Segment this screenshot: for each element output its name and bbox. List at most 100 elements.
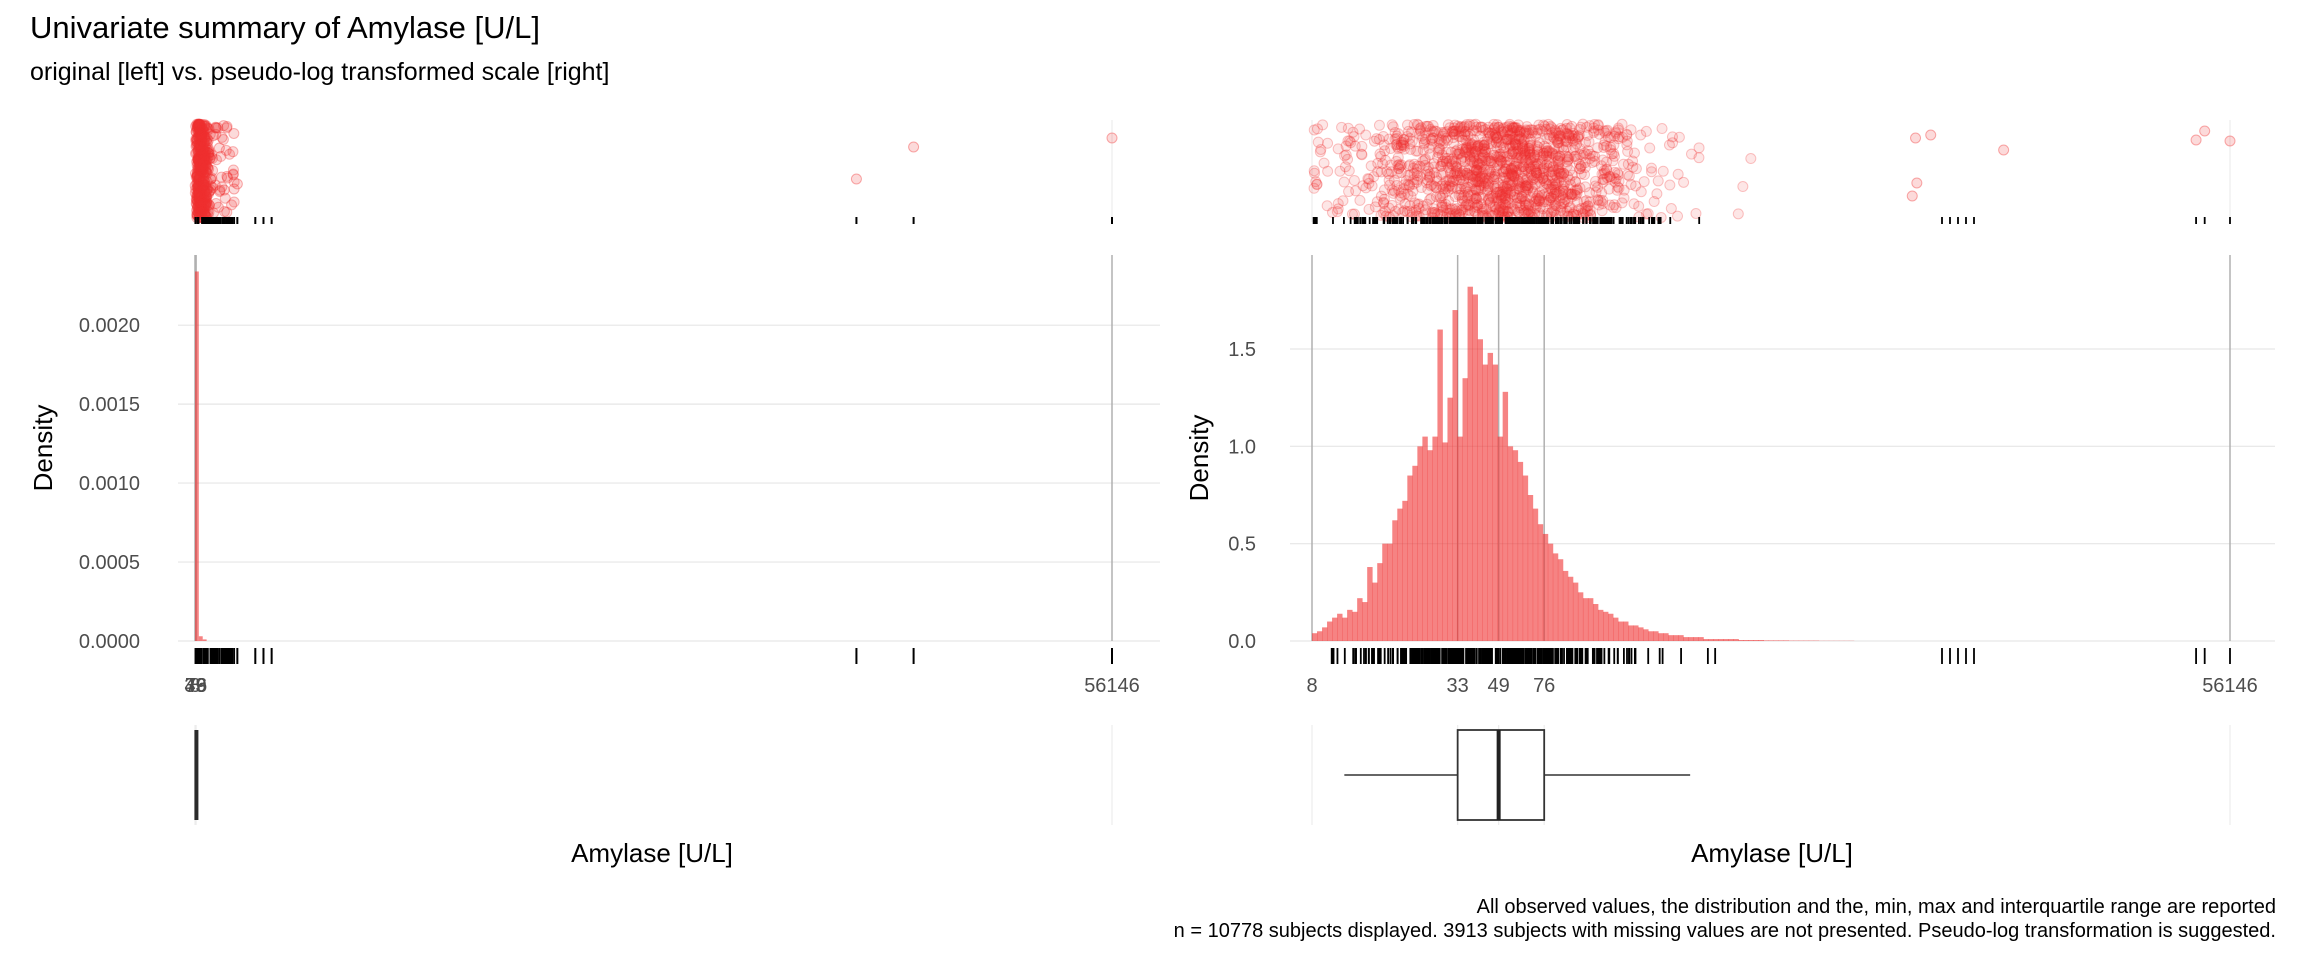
- right-jitter-point: [1425, 134, 1437, 146]
- left-jitter-point: [191, 174, 203, 186]
- right-jitter-point: [1474, 142, 1486, 154]
- left-jitter-point: [197, 147, 209, 159]
- right-jitter-point: [1312, 136, 1324, 148]
- right-jitter-point: [1343, 165, 1355, 177]
- right-jitter-point: [1564, 201, 1576, 213]
- left-jitter-point: [196, 205, 208, 217]
- right-histogram-bar: [1317, 631, 1323, 641]
- caption-line-2: n = 10778 subjects displayed. 3913 subje…: [1173, 920, 2276, 942]
- left-jitter-point: [195, 202, 207, 214]
- right-histogram-bar: [1582, 598, 1589, 641]
- left-jitter-point: [195, 195, 207, 207]
- left-jitter-point: [192, 188, 204, 200]
- right-jitter-point: [1437, 179, 1449, 191]
- left-jitter-point: [198, 131, 210, 143]
- right-jitter-point: [1512, 180, 1524, 192]
- right-x-tick-label: 76: [1533, 675, 1555, 697]
- left-y-tick-label: 0.0000: [79, 631, 140, 653]
- left-jitter-point: [228, 183, 240, 195]
- left-jitter-point: [192, 163, 204, 175]
- left-jitter-point: [194, 178, 206, 190]
- left-jitter-point: [197, 148, 209, 160]
- left-jitter-point: [202, 122, 214, 134]
- right-jitter-point: [1451, 169, 1463, 181]
- left-jitter-point: [193, 123, 205, 135]
- left-jitter-point: [198, 196, 210, 208]
- right-jitter-point: [1495, 151, 1507, 163]
- right-jitter-point: [1569, 176, 1581, 188]
- right-jitter-point: [1616, 197, 1628, 209]
- left-jitter-point: [218, 120, 230, 132]
- right-jitter-point: [1354, 194, 1366, 206]
- right-jitter-point: [1588, 119, 1600, 131]
- left-jitter-point: [191, 188, 203, 200]
- right-jitter-point: [1447, 175, 1459, 187]
- right-jitter-point: [1607, 155, 1619, 167]
- right-jitter-point: [1476, 152, 1488, 164]
- left-jitter-point: [198, 203, 210, 215]
- right-jitter-point: [1390, 155, 1402, 167]
- right-jitter-point: [1408, 174, 1420, 186]
- right-x-axis-title: Amylase [U/L]: [1691, 838, 1853, 868]
- left-jitter-point: [200, 195, 212, 207]
- left-jitter-point: [195, 182, 207, 194]
- left-jitter-point: [196, 158, 208, 170]
- left-jitter-point: [205, 180, 217, 192]
- right-jitter-point: [1348, 174, 1360, 186]
- left-jitter-point: [192, 119, 204, 131]
- right-jitter-point: [1560, 127, 1572, 139]
- right-jitter-point: [1612, 133, 1624, 145]
- left-jitter-point: [196, 197, 208, 209]
- right-jitter-point: [1499, 192, 1511, 204]
- left-jitter-point: [199, 155, 211, 167]
- left-jitter-point: [198, 191, 210, 203]
- right-jitter-point: [1745, 153, 1757, 165]
- left-jitter-point: [193, 119, 205, 131]
- left-jitter-point: [195, 198, 207, 210]
- right-jitter-point: [1693, 152, 1705, 164]
- left-jitter-point: [195, 124, 207, 136]
- right-jitter-point: [1537, 172, 1549, 184]
- left-jitter-point: [191, 136, 203, 148]
- right-jitter-point: [1462, 172, 1474, 184]
- left-jitter-point: [228, 196, 240, 208]
- left-jitter-point: [206, 149, 218, 161]
- right-jitter-point: [1573, 158, 1585, 170]
- left-jitter-point: [194, 192, 206, 204]
- left-jitter-point: [194, 151, 206, 163]
- right-jitter-point: [1601, 140, 1613, 152]
- right-jitter-point: [1523, 127, 1535, 139]
- right-histogram-bar: [1472, 294, 1478, 641]
- left-histogram-bar: [198, 636, 203, 641]
- left-jitter-point: [205, 173, 217, 185]
- left-jitter-point: [196, 164, 208, 176]
- right-jitter-point: [1510, 122, 1522, 134]
- right-jitter-point: [1383, 202, 1395, 214]
- right-jitter-point: [1592, 124, 1604, 136]
- right-jitter-point: [1588, 125, 1600, 137]
- right-histogram-bar: [1517, 461, 1524, 641]
- right-jitter-point: [1386, 119, 1398, 131]
- right-jitter-point: [1522, 182, 1534, 194]
- left-jitter-point: [194, 152, 206, 164]
- left-jitter-point: [193, 191, 205, 203]
- right-jitter-point: [1566, 188, 1578, 200]
- right-jitter-point: [1542, 118, 1554, 130]
- left-jitter-point: [198, 149, 210, 161]
- right-histogram-bar: [1537, 524, 1544, 641]
- right-jitter-point: [1417, 155, 1429, 167]
- left-jitter-point: [222, 172, 234, 184]
- left-jitter-point: [194, 132, 206, 144]
- right-jitter-point: [1450, 165, 1462, 177]
- right-jitter-point: [1482, 178, 1494, 190]
- left-jitter-point: [192, 178, 204, 190]
- left-jitter-point: [196, 130, 208, 142]
- right-jitter-point: [1911, 177, 1923, 189]
- right-jitter-point: [1553, 175, 1565, 187]
- left-jitter-point: [194, 135, 206, 147]
- left-jitter-point: [192, 170, 204, 182]
- left-jitter-point: [196, 161, 208, 173]
- right-jitter-point: [1512, 151, 1524, 163]
- left-jitter-point: [193, 204, 205, 216]
- right-jitter-point: [1453, 126, 1465, 138]
